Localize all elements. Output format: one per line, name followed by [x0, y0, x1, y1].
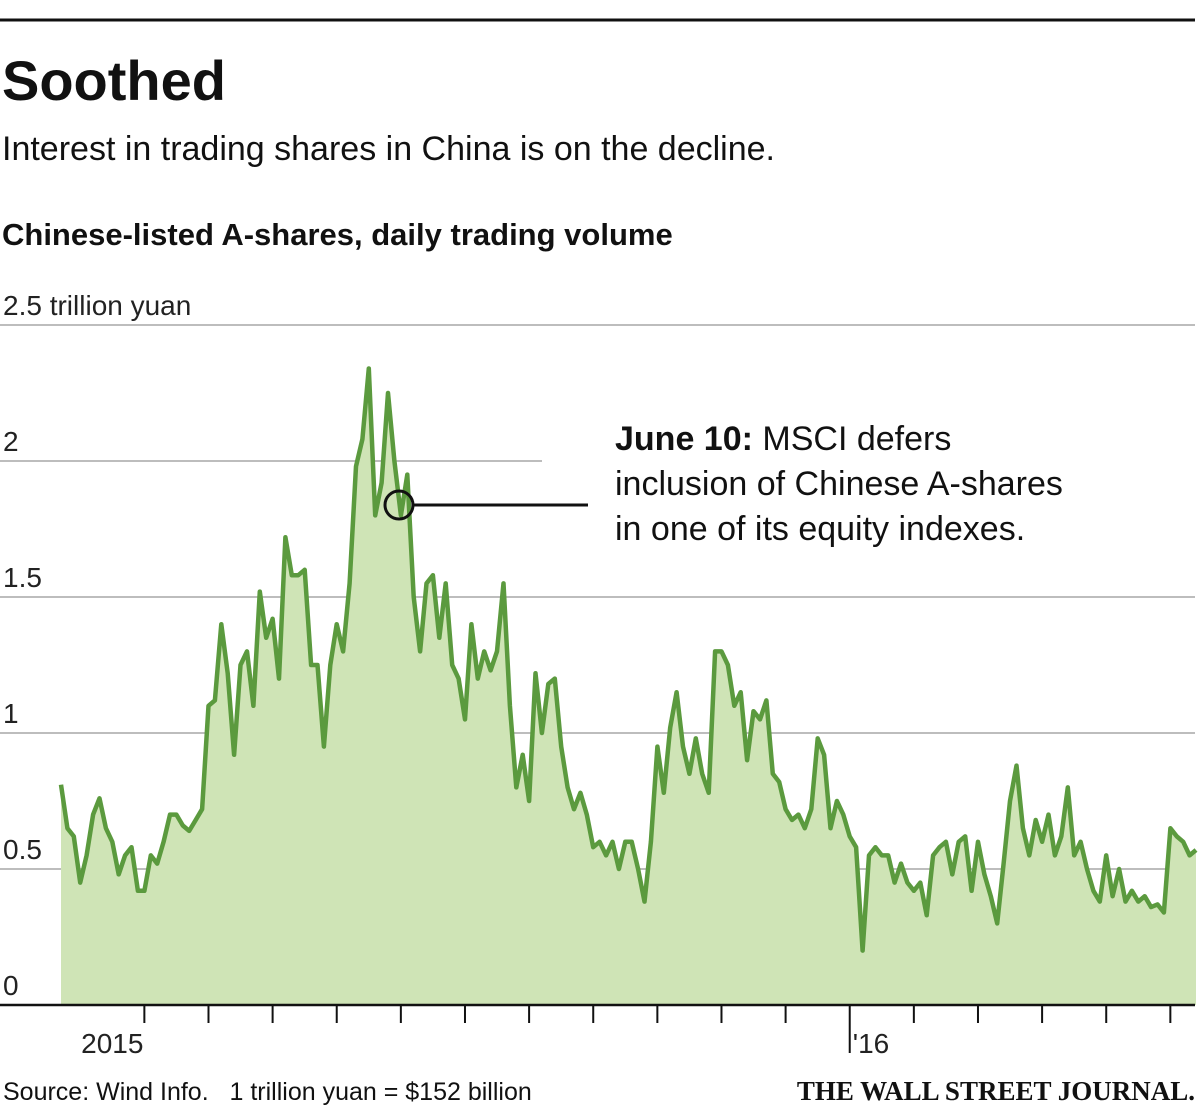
- y-tick-label: 1.5: [3, 562, 42, 593]
- x-tick-label: 2015: [81, 1028, 143, 1059]
- annotation-line: inclusion of Chinese A-shares: [615, 465, 1063, 503]
- chart-title: Soothed: [2, 49, 226, 112]
- annotation-text: June 10: MSCI defers: [615, 420, 951, 458]
- area: [61, 368, 1196, 1005]
- line: [58, 366, 1198, 953]
- source-note: Source: Wind Info. 1 trillion yuan = $15…: [3, 1078, 532, 1106]
- plot-area: 0 0.5 1 1.5 2 2.5 trillion yuan '16 2015: [0, 290, 1198, 1059]
- y-tick-label: 2.5 trillion yuan: [3, 290, 191, 321]
- annotation-label: June 10:: [615, 420, 753, 458]
- annotation-line: in one of its equity indexes.: [615, 510, 1025, 548]
- y-tick-label: 2: [3, 426, 19, 457]
- chart-heading: Chinese-listed A-shares, daily trading v…: [2, 217, 673, 252]
- y-tick-label: 0: [3, 970, 19, 1001]
- credit: THE WALL STREET JOURNAL.: [797, 1076, 1195, 1106]
- chart-subtitle: Interest in trading shares in China is o…: [2, 130, 775, 168]
- annotation-line: MSCI defers: [753, 420, 951, 458]
- x-tick-label: '16: [853, 1028, 890, 1059]
- y-tick-label: 0.5: [3, 834, 42, 865]
- y-tick-label: 1: [3, 698, 19, 729]
